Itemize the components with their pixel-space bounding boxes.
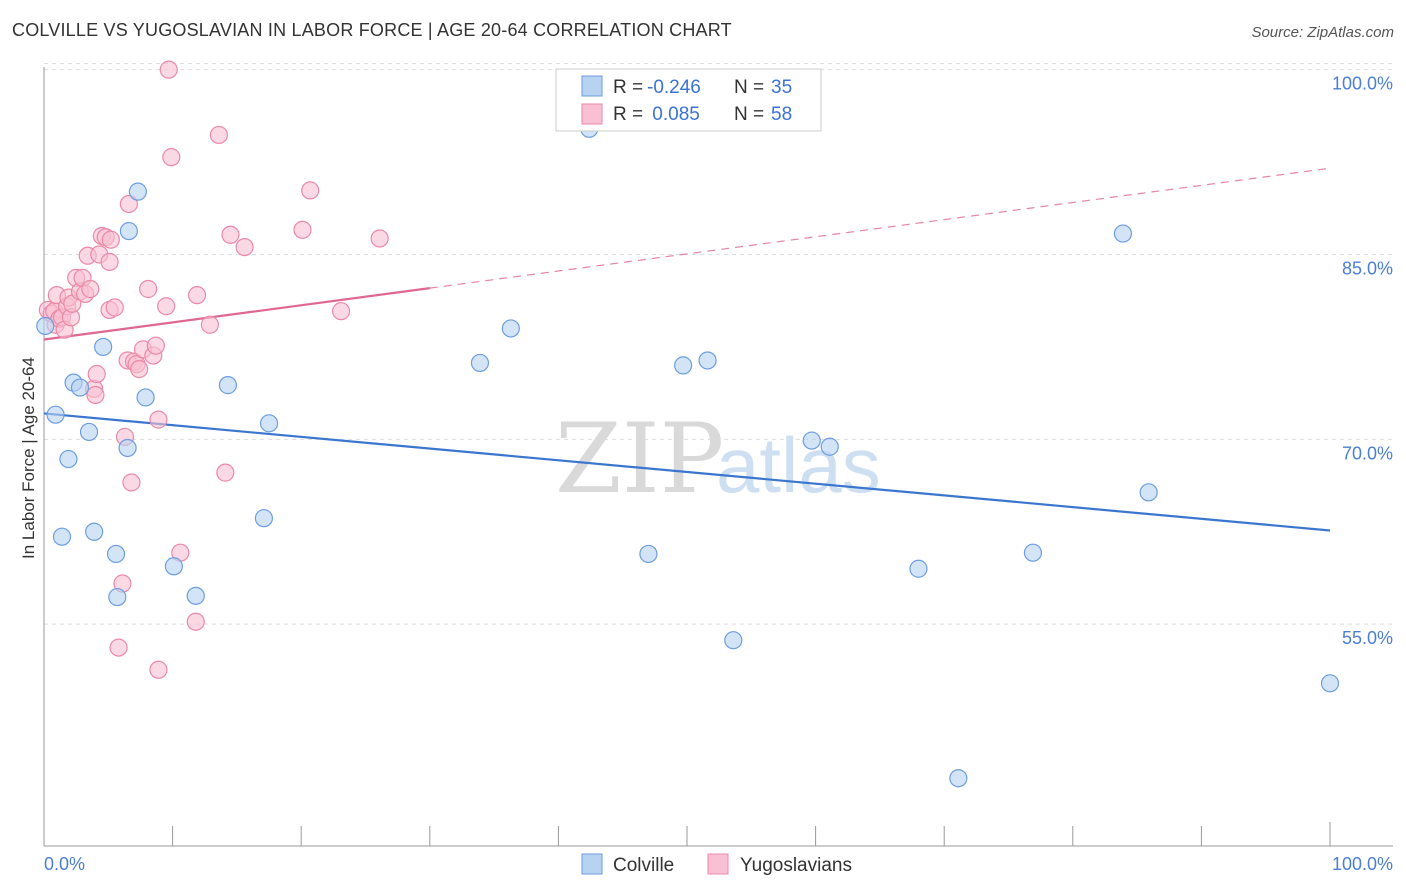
legend-swatch-colville xyxy=(581,75,603,97)
point-colville xyxy=(1023,543,1043,562)
chart-title: COLVILLE VS YUGOSLAVIAN IN LABOR FORCE |… xyxy=(12,20,732,40)
point-colville xyxy=(106,544,126,564)
legend-swatch-yugoslavians xyxy=(581,103,603,125)
point-colville xyxy=(118,438,137,458)
series-legend-label-yugoslavians: Yugoslavians xyxy=(740,855,852,876)
point-yugoslavians xyxy=(187,286,207,305)
point-colville xyxy=(1113,224,1133,243)
trend-lines xyxy=(43,167,1331,532)
point-colville xyxy=(46,405,65,424)
point-yugoslavians xyxy=(235,237,254,257)
point-yugoslavians xyxy=(200,315,219,334)
point-yugoslavians xyxy=(221,225,240,244)
point-yugoslavians xyxy=(149,660,168,679)
series-legend-swatch-colville xyxy=(581,853,603,875)
point-colville xyxy=(254,509,274,528)
y-tick-label: 85.0% xyxy=(1342,258,1393,278)
x-tick-label-min: 0.0% xyxy=(44,854,85,874)
point-colville xyxy=(698,351,717,370)
point-yugoslavians xyxy=(87,364,106,384)
point-yugoslavians xyxy=(100,252,119,271)
y-tick-label: 70.0% xyxy=(1342,443,1393,463)
point-yugoslavians xyxy=(162,148,181,167)
point-colville xyxy=(108,587,127,607)
point-colville xyxy=(94,337,113,357)
point-yugoslavians xyxy=(139,279,158,299)
point-colville xyxy=(724,631,743,650)
point-colville xyxy=(802,431,821,450)
y-tick-label: 55.0% xyxy=(1342,628,1393,648)
series-legend: Colville Yugoslavians xyxy=(581,853,852,876)
source-label: Source: ZipAtlas.com xyxy=(1251,24,1394,41)
point-yugoslavians xyxy=(149,410,168,429)
point-colville xyxy=(52,527,72,546)
legend-n-label-2: N = xyxy=(734,104,764,125)
series-legend-label-colville: Colville xyxy=(613,855,674,876)
watermark-atlas: atlas xyxy=(716,421,881,509)
point-colville xyxy=(1139,483,1158,502)
point-colville xyxy=(36,316,55,336)
point-yugoslavians xyxy=(122,473,141,492)
axes xyxy=(43,67,1393,847)
point-yugoslavians xyxy=(216,463,235,482)
legend-n-value-1: 35 xyxy=(771,77,792,98)
point-yugoslavians xyxy=(186,612,205,631)
point-colville xyxy=(639,544,658,564)
point-colville xyxy=(259,414,279,433)
point-colville xyxy=(820,437,839,456)
x-tick-label-max: 100.0% xyxy=(1332,854,1393,874)
y-tick-labels: 55.0% 70.0% 85.0% 100.0% xyxy=(1332,74,1393,649)
legend-r-label-1: R = xyxy=(613,77,643,98)
point-yugoslavians xyxy=(159,60,178,79)
point-colville xyxy=(909,559,928,578)
point-yugoslavians xyxy=(105,298,124,317)
point-colville xyxy=(128,182,147,201)
point-colville xyxy=(1320,674,1340,693)
point-yugoslavians xyxy=(293,220,312,239)
point-yugoslavians xyxy=(301,181,320,200)
stats-legend: R = -0.246 N = 35 R = 0.085 N = 58 xyxy=(555,68,822,132)
point-colville xyxy=(79,422,99,442)
point-colville xyxy=(501,319,520,338)
point-yugoslavians xyxy=(146,336,165,355)
trend-line-colville xyxy=(43,412,1331,532)
point-yugoslavians xyxy=(331,302,351,321)
point-colville xyxy=(164,557,183,576)
point-colville xyxy=(70,378,90,397)
point-yugoslavians xyxy=(81,279,100,299)
series-legend-swatch-yugoslavians xyxy=(707,853,729,875)
point-colville xyxy=(186,586,205,605)
point-yugoslavians xyxy=(130,359,149,379)
legend-r-value-2: 0.085 xyxy=(647,104,700,125)
point-yugoslavians xyxy=(101,230,120,249)
legend-r-label-2: R = xyxy=(613,104,643,125)
point-yugoslavians xyxy=(370,229,389,248)
point-colville xyxy=(674,356,693,375)
legend-r-value-1: -0.246 xyxy=(647,77,701,98)
point-colville xyxy=(59,449,78,469)
x-tick-labels: 0.0% 100.0% xyxy=(44,854,1393,874)
trend-line-yugoslavians xyxy=(43,287,430,341)
point-colville xyxy=(85,522,104,541)
point-yugoslavians xyxy=(209,125,228,145)
y-tick-label: 100.0% xyxy=(1332,74,1393,94)
watermark: ZIP atlas xyxy=(555,403,881,515)
point-colville xyxy=(136,388,155,407)
point-yugoslavians xyxy=(109,638,128,657)
trend-line-extension-yugoslavians xyxy=(429,167,1331,289)
legend-n-value-2: 58 xyxy=(771,104,792,125)
point-yugoslavians xyxy=(86,385,105,405)
y-axis-label: In Labor Force | Age 20-64 xyxy=(19,357,38,559)
point-colville xyxy=(949,769,968,788)
data-points xyxy=(36,60,1340,788)
point-colville xyxy=(218,376,237,395)
point-yugoslavians xyxy=(119,194,138,214)
legend-n-label-1: N = xyxy=(734,77,764,98)
point-yugoslavians xyxy=(157,297,176,316)
point-colville xyxy=(470,353,490,373)
watermark-zip: ZIP xyxy=(555,403,724,515)
point-colville xyxy=(119,221,138,241)
gridlines xyxy=(44,62,1393,625)
